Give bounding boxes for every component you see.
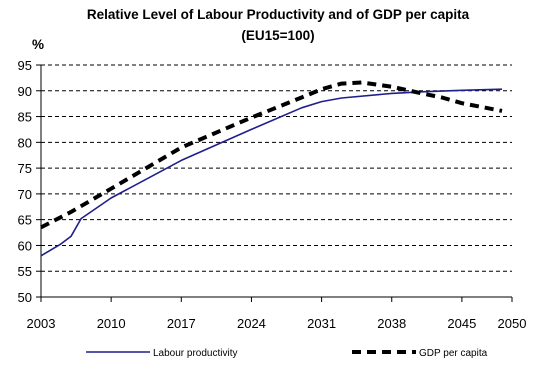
gdp-per-capita-line — [40, 80, 503, 230]
x-tick-label: 2038 — [377, 316, 406, 331]
x-tick-label: 2045 — [447, 316, 476, 331]
y-tick-label: 85 — [18, 110, 32, 125]
x-tick-label: 2050 — [498, 316, 527, 331]
axes — [40, 65, 512, 298]
y-tick-label: 60 — [18, 238, 32, 253]
x-tick-label: 2031 — [307, 316, 336, 331]
chart-subtitle: (EU15=100) — [241, 28, 314, 43]
y-tick-label: 95 — [18, 58, 32, 73]
labour-productivity-line — [40, 88, 503, 257]
y-tick-label: 75 — [18, 161, 32, 176]
y-tick-label: 90 — [18, 84, 32, 99]
y-tick-label: 70 — [18, 187, 32, 202]
series-lines — [40, 80, 503, 257]
x-tick-label: 2024 — [237, 316, 266, 331]
legend: Labour productivity GDP per capita — [86, 348, 488, 359]
x-axis-ticks: 2003 2010 2017 2024 2031 2038 2045 2050 — [27, 297, 527, 331]
chart-title: Relative Level of Labour Productivity an… — [87, 7, 470, 22]
x-tick-label: 2017 — [167, 316, 196, 331]
y-axis-unit-label: % — [32, 37, 44, 52]
legend-label: Labour productivity — [153, 348, 238, 359]
x-tick-label: 2010 — [97, 316, 126, 331]
y-axis-ticks: 50 55 60 65 70 75 80 85 90 95 — [18, 58, 41, 305]
y-tick-label: 65 — [18, 213, 32, 228]
y-tick-label: 50 — [18, 290, 32, 305]
legend-label: GDP per capita — [419, 348, 488, 359]
y-tick-label: 55 — [18, 264, 32, 279]
x-tick-label: 2003 — [27, 316, 56, 331]
y-tick-label: 80 — [18, 135, 32, 150]
